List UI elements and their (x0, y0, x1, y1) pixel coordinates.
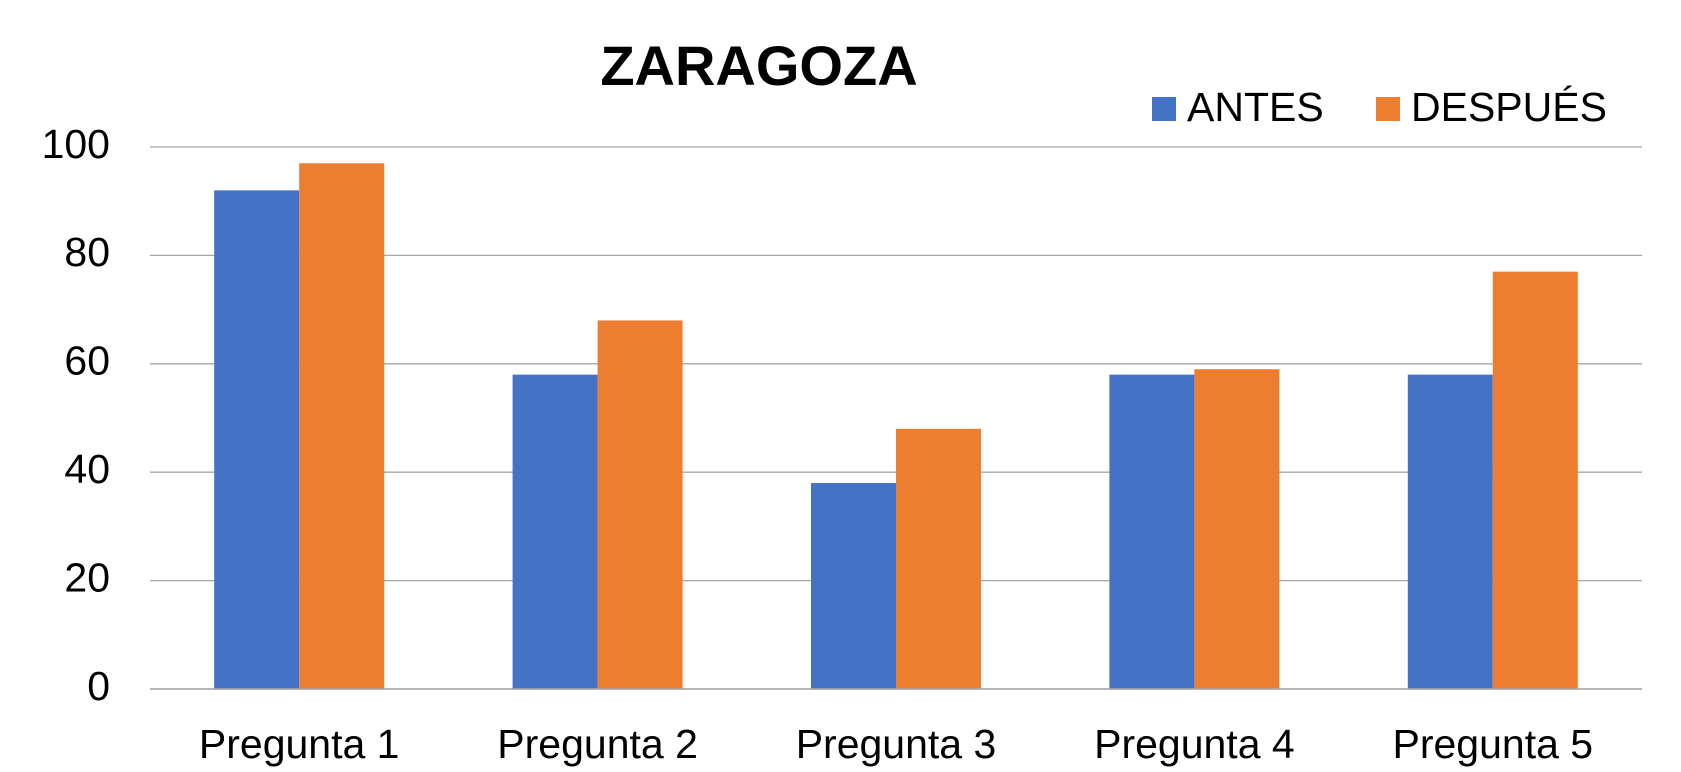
x-tick-label: Pregunta 2 (497, 721, 698, 767)
bar (597, 320, 683, 689)
chart-title: ZARAGOZA (600, 34, 917, 97)
x-tick-label: Pregunta 3 (796, 721, 997, 767)
y-tick-label: 100 (42, 121, 110, 167)
bar (896, 428, 981, 689)
legend-label: DESPUÉS (1411, 84, 1607, 130)
bar (299, 163, 385, 689)
bar (214, 190, 300, 690)
legend-swatch (1376, 97, 1400, 121)
y-tick-label: 80 (64, 229, 110, 275)
bar (512, 374, 598, 689)
y-tick-label: 0 (87, 663, 110, 709)
bar (1109, 374, 1195, 689)
y-tick-label: 40 (64, 446, 110, 492)
y-tick-label: 20 (64, 554, 110, 600)
bar (1407, 374, 1493, 689)
x-tick-label: Pregunta 5 (1392, 721, 1593, 767)
y-tick-label: 60 (64, 338, 110, 384)
legend-label: ANTES (1187, 84, 1324, 130)
bar (1492, 271, 1578, 689)
legend-swatch (1152, 97, 1176, 121)
x-tick-label: Pregunta 1 (199, 721, 400, 767)
bar (811, 483, 896, 689)
bar (1194, 369, 1280, 689)
x-tick-label: Pregunta 4 (1094, 721, 1295, 767)
